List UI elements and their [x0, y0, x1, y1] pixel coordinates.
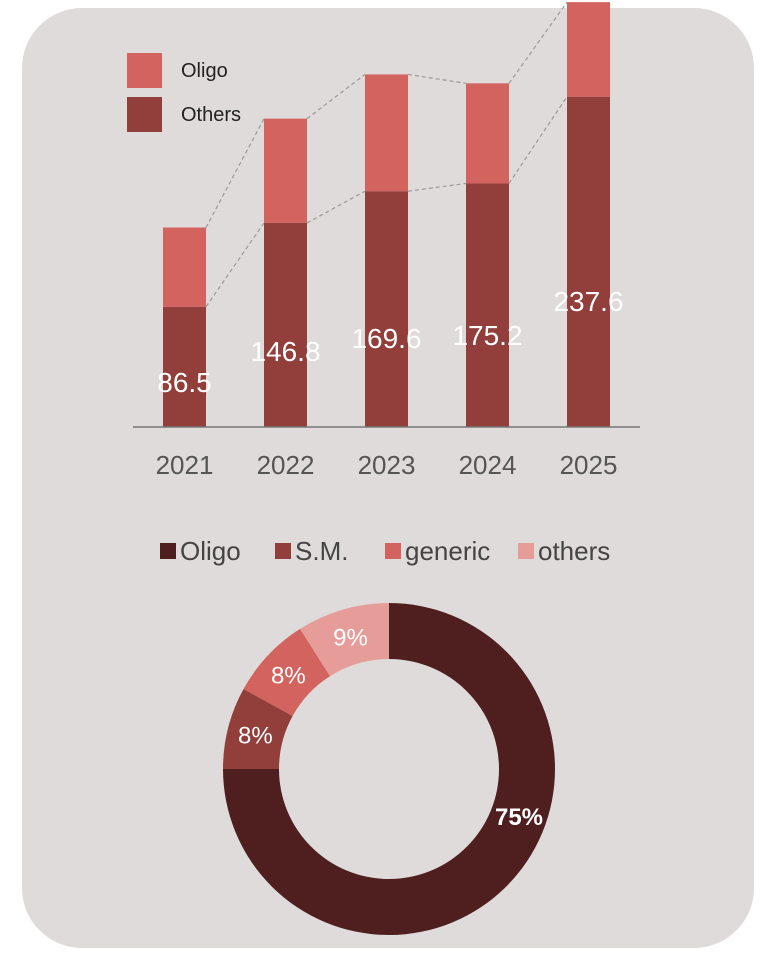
pie-legend-label: S.M. — [295, 536, 348, 566]
bar-data-label: 86.5 — [157, 367, 212, 398]
x-tick-label: 2021 — [156, 450, 214, 480]
connector-line — [508, 96, 568, 184]
legend-swatch — [127, 53, 162, 88]
bar-others — [163, 306, 206, 427]
legend-label: Oligo — [181, 60, 228, 82]
bar-others — [264, 222, 307, 427]
donut-slice-label: 75% — [495, 804, 543, 831]
pie-legend-swatch — [275, 543, 291, 559]
bar-group-2025 — [567, 2, 610, 427]
legend-swatch — [127, 97, 162, 132]
donut-slice-others — [300, 603, 389, 677]
bar-group-2024 — [466, 83, 509, 427]
x-tick-label: 2022 — [257, 450, 315, 480]
bar-group-2022 — [264, 118, 307, 427]
pie-legend-label: others — [538, 536, 610, 566]
x-tick-label: 2025 — [560, 450, 618, 480]
bar-others — [466, 183, 509, 427]
connector-line — [508, 1, 568, 84]
bar-data-label: 146.8 — [250, 336, 320, 367]
pie-legend-item-others: others — [518, 536, 610, 566]
connector-line — [306, 190, 366, 224]
connector-line — [407, 73, 467, 84]
donut-slice-oligo — [223, 603, 555, 935]
bar-others — [365, 191, 408, 427]
bar-oligo — [466, 83, 509, 184]
legend-label: Others — [181, 104, 241, 126]
donut-slice-sm — [223, 689, 293, 769]
bar-group-2021 — [163, 227, 206, 427]
x-tick-label: 2024 — [459, 450, 517, 480]
pie-legend-label: Oligo — [180, 536, 241, 566]
pie-legend-swatch — [385, 543, 401, 559]
bar-oligo — [264, 118, 307, 223]
bar-oligo — [163, 227, 206, 307]
pie-legend-item-sm: S.M. — [275, 536, 348, 566]
donut-slice-label: 8% — [238, 723, 273, 750]
connector-line — [205, 118, 265, 228]
legend-item-others: Others — [127, 97, 241, 132]
connector-line — [205, 222, 265, 308]
bar-data-label: 175.2 — [452, 320, 522, 351]
pie-legend-item-oligo: Oligo — [160, 536, 241, 566]
pie-legend-swatch — [518, 543, 534, 559]
donut-slice-generic — [243, 628, 331, 717]
bar-group-2023 — [365, 74, 408, 427]
bar-oligo — [365, 74, 408, 192]
bar-oligo — [567, 2, 610, 97]
connector-line — [306, 73, 366, 120]
pie-legend-swatch — [160, 543, 176, 559]
legend-item-oligo: Oligo — [127, 53, 228, 88]
donut-slice-label: 8% — [271, 663, 306, 690]
donut-slice-label: 9% — [333, 624, 368, 651]
x-tick-label: 2023 — [358, 450, 416, 480]
pie-legend-item-generic: generic — [385, 536, 490, 566]
pie-legend-label: generic — [405, 536, 490, 566]
connector-line — [407, 182, 467, 192]
bar-data-label: 237.6 — [553, 286, 623, 317]
bar-data-label: 169.6 — [351, 323, 421, 354]
bar-others — [567, 96, 610, 427]
